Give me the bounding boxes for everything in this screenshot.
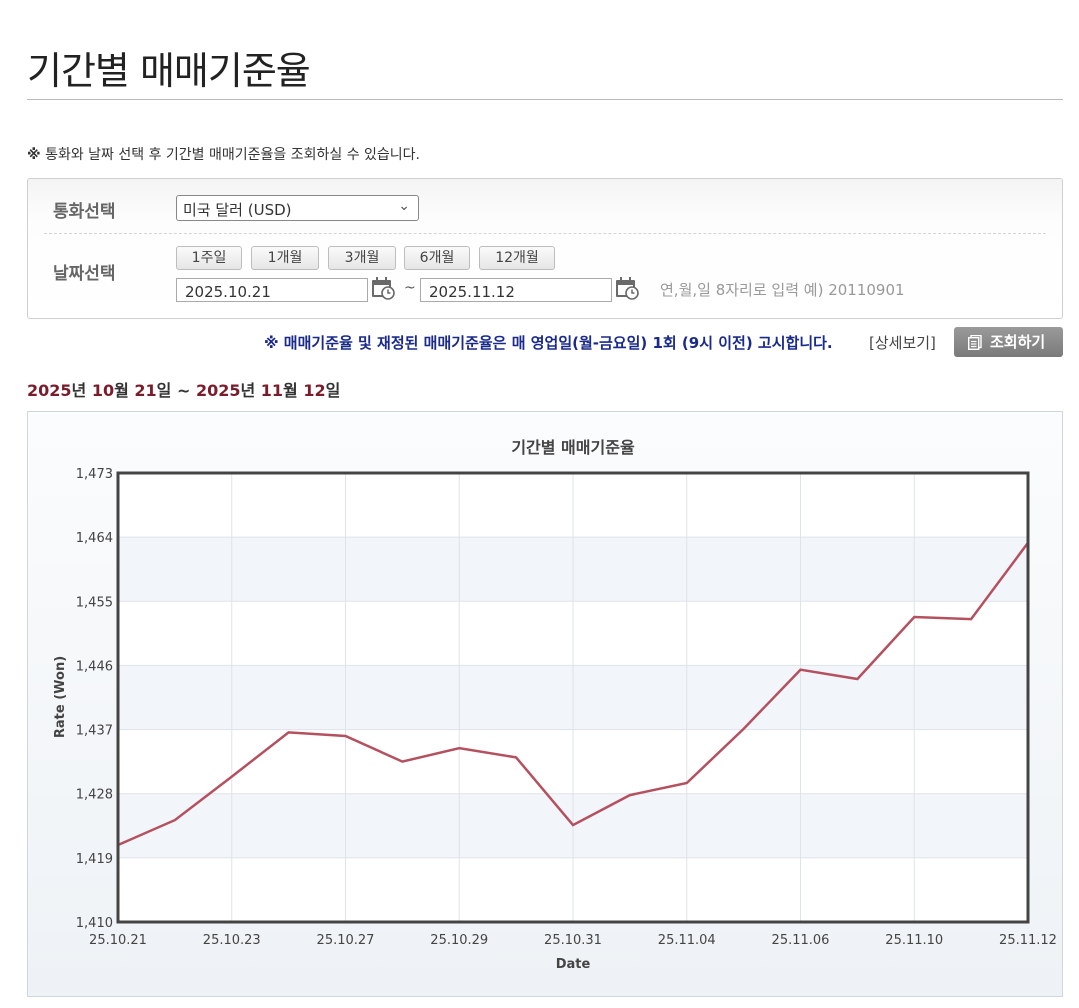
date-range-tilde: ~	[404, 280, 416, 296]
period-button-3months[interactable]: 3개월	[328, 246, 396, 270]
title-divider	[27, 99, 1063, 100]
range-unit: 월	[283, 381, 304, 400]
currency-select-value: 미국 달러 (USD)	[183, 201, 292, 219]
range-end-month: 11	[260, 381, 284, 400]
date-format-hint: 연,월,일 8자리로 입력 예) 20110901	[660, 281, 905, 299]
range-unit: 일 ~	[156, 381, 196, 400]
range-unit: 년	[240, 381, 261, 400]
range-unit: 월	[114, 381, 135, 400]
range-end-year: 2025	[195, 381, 241, 400]
x-tick-label: 25.11.04	[658, 933, 716, 948]
date-range-summary: 2025년 10월 21일 ~ 2025년 11월 12일	[27, 377, 340, 401]
chart-container: 1,410 1,419 1,428 1,437 1,446 1,455 1,464 1,473…	[27, 411, 1063, 997]
period-button-1month[interactable]: 1개월	[251, 246, 319, 270]
series-line	[117, 542, 1030, 847]
range-unit: 년	[71, 381, 92, 400]
page-title: 기간별 매매기준율	[27, 49, 311, 93]
notice-mark: ※	[27, 147, 41, 163]
x-tick-label: 25.11.06	[772, 933, 830, 948]
x-axis-label: Date	[556, 957, 591, 972]
y-tick-label: 1,473	[76, 467, 113, 482]
y-tick-label: 1,410	[76, 916, 113, 931]
rate-line-chart: 1,410 1,419 1,428 1,437 1,446 1,455 1,464 1,473…	[53, 438, 1057, 972]
y-tick-label: 1,437	[76, 724, 113, 739]
search-button-label: 조회하기	[990, 333, 1046, 351]
calendar-icon[interactable]	[371, 276, 395, 300]
plot-frame	[116, 471, 1030, 924]
currency-select[interactable]: 미국 달러 (USD) ⌄	[176, 195, 419, 221]
calendar-icon[interactable]	[615, 276, 639, 300]
search-form: 통화선택 미국 달러 (USD) ⌄ 날짜선택 1주일 1개월 3개월 6개월 …	[27, 178, 1063, 319]
range-end-day: 12	[303, 381, 326, 400]
search-button[interactable]: 조회하기	[954, 327, 1063, 357]
date-label: 날짜선택	[53, 264, 116, 284]
range-start-year: 2025	[27, 381, 72, 400]
x-tick-label: 25.10.23	[203, 933, 261, 948]
publication-notice: ※ 매매기준율 및 재정된 매매기준율은 매 영업일(월-금요일) 1회 (9시…	[264, 334, 833, 352]
range-start-month: 10	[91, 381, 115, 400]
period-button-1week[interactable]: 1주일	[176, 246, 242, 270]
form-divider	[44, 233, 1046, 234]
y-tick-label: 1,464	[76, 531, 113, 546]
range-start-day: 21	[134, 381, 157, 400]
document-icon	[968, 335, 982, 350]
end-date-input[interactable]: 2025.11.12	[420, 278, 612, 302]
start-date-input[interactable]: 2025.10.21	[176, 278, 368, 302]
period-button-6months[interactable]: 6개월	[404, 246, 470, 270]
y-axis-label: Rate (Won)	[53, 656, 68, 738]
x-tick-label: 25.10.29	[430, 933, 488, 948]
x-tick-label: 25.11.10	[885, 933, 943, 948]
notice-text: ※ 통화와 날짜 선택 후 기간별 매매기준율을 조회하실 수 있습니다.	[27, 144, 420, 164]
chevron-down-icon: ⌄	[398, 198, 410, 214]
x-tick-label: 25.10.27	[317, 933, 375, 948]
y-tick-label: 1,455	[76, 595, 113, 610]
notice-body: 통화와 날짜 선택 후 기간별 매매기준율을 조회하실 수 있습니다.	[45, 147, 421, 163]
y-tick-label: 1,428	[76, 788, 113, 803]
x-tick-label: 25.10.31	[544, 933, 602, 948]
y-tick-label: 1,446	[76, 659, 113, 674]
chart-title: 기간별 매매기준율	[511, 438, 635, 457]
currency-label: 통화선택	[53, 202, 116, 222]
x-tick-label: 25.10.21	[89, 933, 147, 948]
x-tick-label: 25.11.12	[999, 933, 1057, 948]
range-unit: 일	[325, 381, 341, 400]
y-tick-label: 1,419	[76, 852, 113, 867]
detail-link[interactable]: [상세보기]	[869, 334, 936, 352]
period-button-12months[interactable]: 12개월	[479, 246, 555, 270]
